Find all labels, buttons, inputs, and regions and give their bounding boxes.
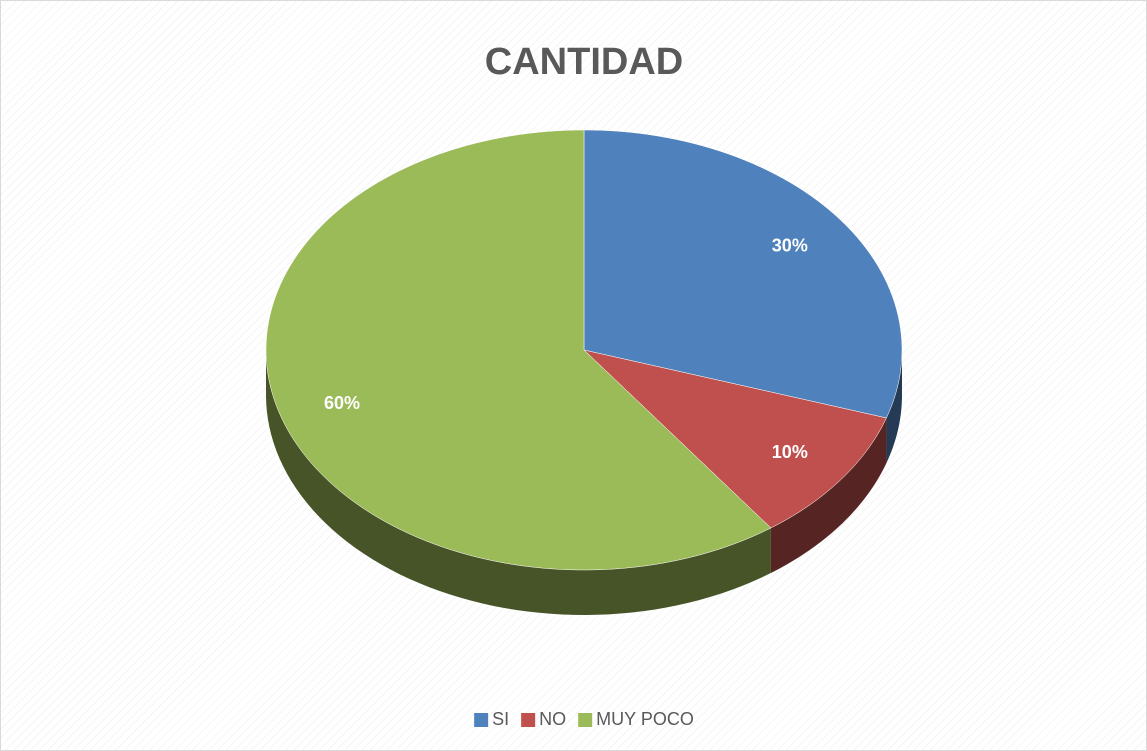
pie: 30% 10% 60% (265, 129, 903, 615)
legend-label: MUY POCO (596, 709, 694, 729)
data-label: 60% (324, 393, 360, 413)
data-label: 30% (772, 235, 808, 255)
legend-label: NO (539, 709, 566, 729)
slice (583, 349, 887, 529)
slice (583, 129, 903, 419)
slice-side (886, 350, 902, 463)
data-label: 10% (772, 442, 808, 462)
slice-side (770, 417, 887, 573)
legend-label: SI (492, 709, 509, 729)
legend: SI NO MUY POCO (474, 709, 694, 729)
chart-title: CANTIDAD (485, 41, 683, 83)
slice-side (266, 350, 771, 615)
slice (265, 129, 772, 571)
legend-swatch (474, 713, 489, 727)
legend-swatch (578, 713, 593, 727)
legend-swatch (521, 713, 536, 727)
